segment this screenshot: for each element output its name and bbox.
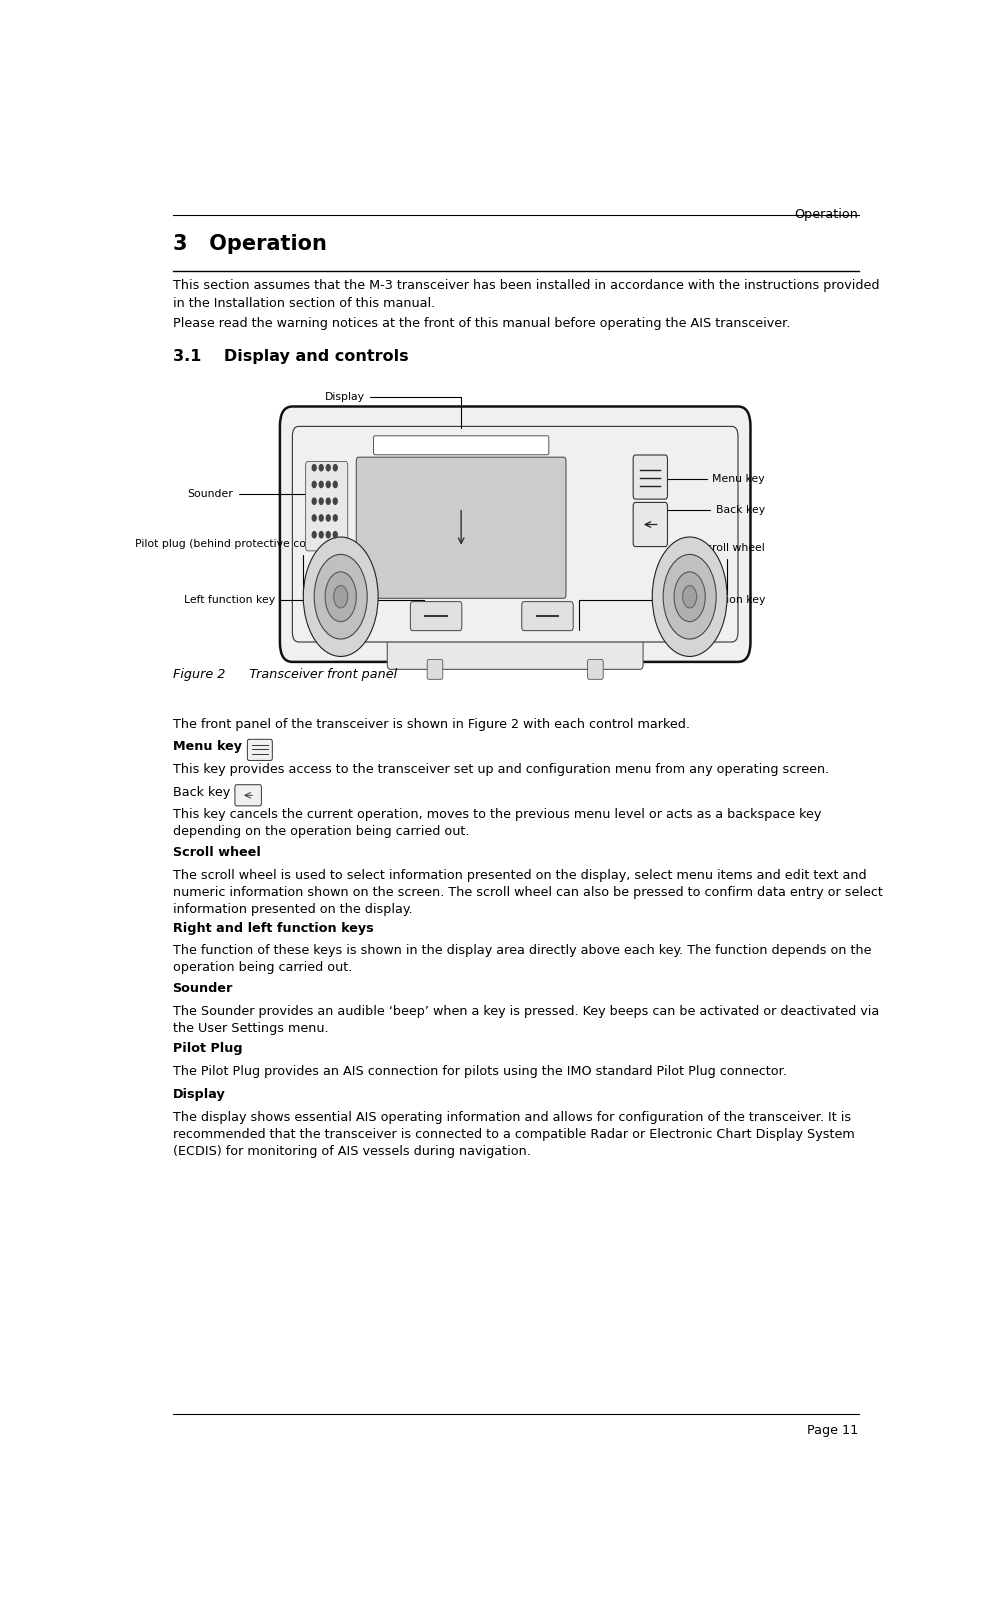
Circle shape [333, 482, 337, 488]
Text: Menu key: Menu key [173, 740, 241, 753]
Text: Scroll wheel: Scroll wheel [699, 543, 766, 595]
Circle shape [326, 516, 330, 520]
Circle shape [652, 537, 727, 656]
Text: This key cancels the current operation, moves to the previous menu level or acts: This key cancels the current operation, … [173, 808, 821, 839]
Text: Pilot plug (behind protective cover): Pilot plug (behind protective cover) [135, 540, 328, 595]
Text: The front panel of the transceiver is shown in Figure 2 with each control marked: The front panel of the transceiver is sh… [173, 718, 689, 730]
Circle shape [312, 498, 316, 504]
Text: Right function key: Right function key [578, 595, 766, 630]
Text: 3.1    Display and controls: 3.1 Display and controls [173, 349, 408, 365]
Circle shape [334, 585, 348, 608]
Text: Left function key: Left function key [184, 595, 425, 630]
Circle shape [312, 532, 316, 538]
FancyBboxPatch shape [633, 503, 667, 546]
Text: Scroll wheel: Scroll wheel [173, 847, 261, 860]
Circle shape [325, 572, 356, 622]
Text: Figure 2      Transceiver front panel: Figure 2 Transceiver front panel [173, 669, 396, 682]
Text: Page 11: Page 11 [808, 1424, 858, 1437]
FancyBboxPatch shape [522, 601, 573, 630]
Circle shape [683, 585, 697, 608]
Circle shape [312, 464, 316, 470]
Circle shape [312, 516, 316, 520]
Circle shape [319, 498, 323, 504]
Circle shape [314, 554, 367, 638]
FancyBboxPatch shape [234, 785, 262, 806]
Text: Right and left function keys: Right and left function keys [173, 921, 373, 934]
FancyBboxPatch shape [387, 632, 643, 669]
Text: This section assumes that the M-3 transceiver has been installed in accordance w: This section assumes that the M-3 transc… [173, 278, 879, 310]
Text: Pilot Plug: Pilot Plug [173, 1042, 242, 1055]
FancyBboxPatch shape [633, 456, 667, 499]
Text: The display shows essential AIS operating information and allows for configurati: The display shows essential AIS operatin… [173, 1110, 854, 1157]
Circle shape [312, 482, 316, 488]
Circle shape [326, 464, 330, 470]
Circle shape [333, 516, 337, 520]
FancyBboxPatch shape [247, 739, 273, 761]
Text: Please read the warning notices at the front of this manual before operating the: Please read the warning notices at the f… [173, 317, 790, 330]
Circle shape [663, 554, 716, 638]
Text: The Pilot Plug provides an AIS connection for pilots using the IMO standard Pilo: The Pilot Plug provides an AIS connectio… [173, 1065, 787, 1078]
Circle shape [319, 482, 323, 488]
Text: Display: Display [325, 393, 461, 428]
FancyBboxPatch shape [356, 457, 566, 598]
Text: 3   Operation: 3 Operation [173, 234, 326, 254]
Text: Sounder: Sounder [188, 490, 345, 504]
Circle shape [333, 464, 337, 470]
Circle shape [326, 498, 330, 504]
Circle shape [326, 532, 330, 538]
FancyBboxPatch shape [306, 462, 348, 551]
Circle shape [674, 572, 705, 622]
Circle shape [319, 464, 323, 470]
Circle shape [326, 482, 330, 488]
FancyBboxPatch shape [280, 407, 750, 663]
Text: Operation: Operation [795, 208, 858, 221]
Text: Sounder: Sounder [173, 983, 233, 995]
Circle shape [319, 532, 323, 538]
FancyBboxPatch shape [373, 436, 549, 454]
FancyBboxPatch shape [428, 659, 443, 679]
Circle shape [303, 537, 378, 656]
FancyBboxPatch shape [588, 659, 604, 679]
Circle shape [319, 516, 323, 520]
Text: This key provides access to the transceiver set up and configuration menu from a: This key provides access to the transcei… [173, 763, 829, 776]
Text: Menu key: Menu key [667, 473, 766, 483]
Circle shape [333, 532, 337, 538]
Text: Back key: Back key [173, 785, 229, 798]
FancyBboxPatch shape [410, 601, 462, 630]
Text: Display: Display [173, 1088, 225, 1100]
FancyBboxPatch shape [293, 427, 738, 642]
Text: Back key: Back key [665, 504, 766, 522]
Text: The scroll wheel is used to select information presented on the display, select : The scroll wheel is used to select infor… [173, 869, 882, 916]
Text: The Sounder provides an audible ‘beep’ when a key is pressed. Key beeps can be a: The Sounder provides an audible ‘beep’ w… [173, 1005, 879, 1034]
Circle shape [333, 498, 337, 504]
Text: The function of these keys is shown in the display area directly above each key.: The function of these keys is shown in t… [173, 944, 871, 974]
